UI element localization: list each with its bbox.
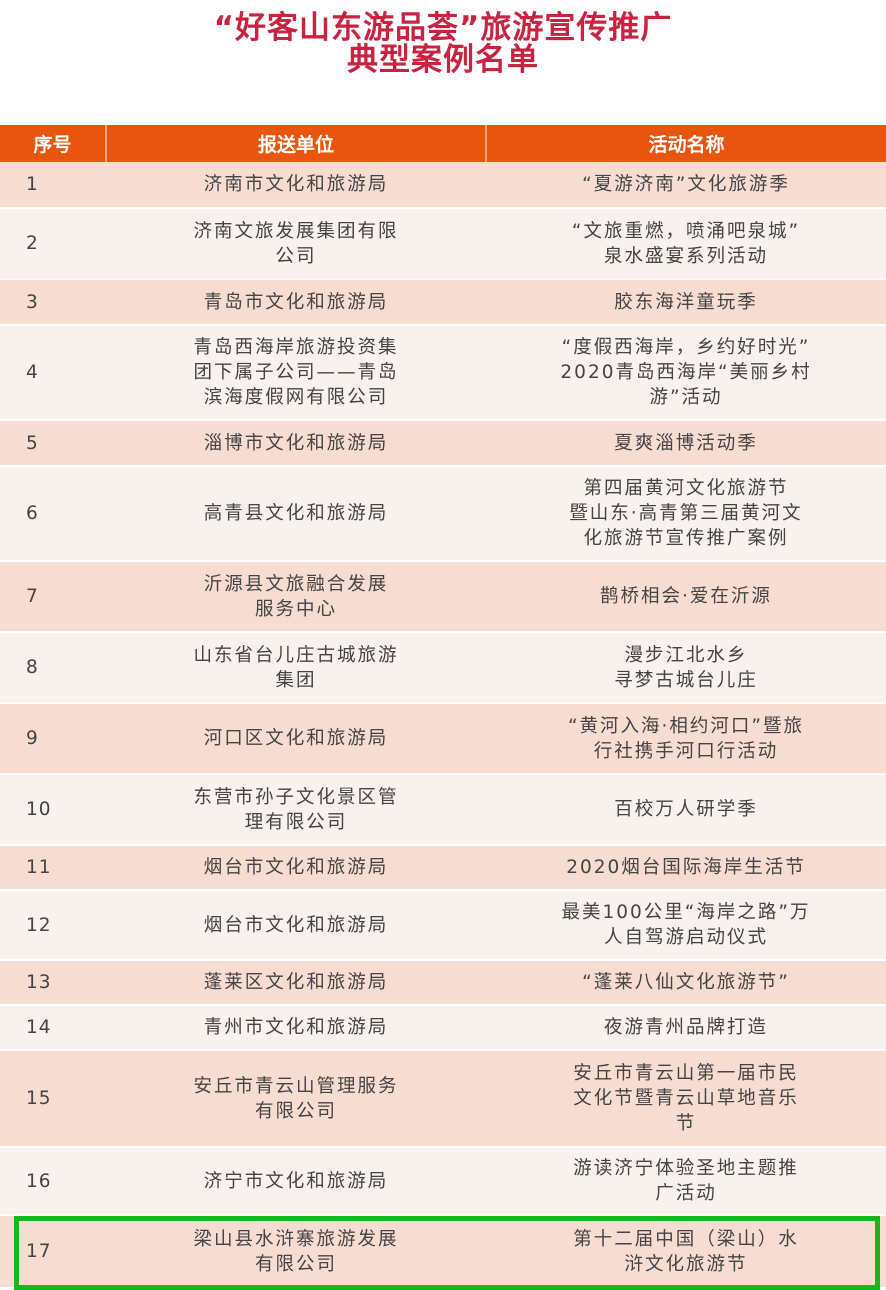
row-unit: 济南文旅发展集团有限 公司: [106, 208, 486, 280]
row-activity: “夏游济南”文化旅游季: [486, 162, 886, 209]
row-number: 2: [0, 208, 106, 280]
table-row: 16 济宁市文化和旅游局 游读济宁体验圣地主题推 广活动: [0, 1147, 886, 1216]
table-row: 3 青岛市文化和旅游局 胶东海洋童玩季: [0, 279, 886, 326]
row-unit: 济宁市文化和旅游局: [106, 1147, 486, 1216]
row-number: 9: [0, 703, 106, 775]
row-number: 4: [0, 325, 106, 421]
row-activity: 游读济宁体验圣地主题推 广活动: [486, 1147, 886, 1216]
row-number: 12: [0, 890, 106, 961]
table-row: 1 济南市文化和旅游局 “夏游济南”文化旅游季: [0, 162, 886, 209]
row-number: 10: [0, 774, 106, 846]
row-unit: 青州市文化和旅游局: [106, 1005, 486, 1051]
row-activity: 安丘市青云山第一届市民 文化节暨青云山草地音乐 节: [486, 1050, 886, 1148]
document-title-line2: 典型案例名单: [347, 42, 539, 78]
row-number: 6: [0, 466, 106, 562]
row-unit: 青岛市文化和旅游局: [106, 279, 486, 326]
row-unit: 沂源县文旅融合发展 服务中心: [106, 561, 486, 633]
header-activity: 活动名称: [486, 125, 886, 162]
row-number: 1: [0, 162, 106, 209]
table-row: 15 安丘市青云山管理服务 有限公司 安丘市青云山第一届市民 文化节暨青云山草地音乐…: [0, 1050, 886, 1148]
row-unit: 济南市文化和旅游局: [106, 162, 486, 209]
row-number: 5: [0, 420, 106, 467]
row-number: 11: [0, 845, 106, 891]
row-unit: 淄博市文化和旅游局: [106, 420, 486, 467]
row-number: 3: [0, 279, 106, 326]
row-number: 14: [0, 1005, 106, 1051]
table-row: 14 青州市文化和旅游局 夜游青州品牌打造: [0, 1005, 886, 1051]
row-number: 8: [0, 632, 106, 704]
row-activity: 漫步江北水乡 寻梦古城台儿庄: [486, 632, 886, 704]
row-activity: “度假西海岸，乡约好时光” 2020青岛西海岸“美丽乡村 游”活动: [486, 325, 886, 421]
table-row: 13 蓬莱区文化和旅游局 “蓬莱八仙文化旅游节”: [0, 960, 886, 1006]
row-activity: 鹊桥相会·爱在沂源: [486, 561, 886, 633]
row-unit: 安丘市青云山管理服务 有限公司: [106, 1050, 486, 1148]
table-row: 8 山东省台儿庄古城旅游 集团 漫步江北水乡 寻梦古城台儿庄: [0, 632, 886, 704]
document-title-line1: “好客山东游品荟”旅游宣传推广: [213, 10, 673, 46]
table-row: 12 烟台市文化和旅游局 最美100公里“海岸之路”万 人自驾游启动仪式: [0, 890, 886, 961]
table-row: 11 烟台市文化和旅游局 2020烟台国际海岸生活节: [0, 845, 886, 891]
row-activity: “文旅重燃，喷涌吧泉城” 泉水盛宴系列活动: [486, 208, 886, 280]
row-unit: 高青县文化和旅游局: [106, 466, 486, 562]
row-unit: 青岛西海岸旅游投资集 团下属子公司——青岛 滨海度假网有限公司: [106, 325, 486, 421]
row-activity: 胶东海洋童玩季: [486, 279, 886, 326]
table-row: 6 高青县文化和旅游局 第四届黄河文化旅游节 暨山东·高青第三届黄河文 化旅游节宣传…: [0, 466, 886, 562]
table-row: 7 沂源县文旅融合发展 服务中心 鹊桥相会·爱在沂源: [0, 561, 886, 633]
row-activity: 夜游青州品牌打造: [486, 1005, 886, 1051]
row-number: 15: [0, 1050, 106, 1148]
table-row: 4 青岛西海岸旅游投资集 团下属子公司——青岛 滨海度假网有限公司 “度假西海岸，乡…: [0, 325, 886, 421]
header-unit: 报送单位: [106, 125, 487, 162]
row-unit: 山东省台儿庄古城旅游 集团: [106, 632, 486, 704]
row-unit: 东营市孙子文化景区管 理有限公司: [106, 774, 486, 846]
table-row: 9 河口区文化和旅游局 “黄河入海·相约河口”暨旅 行社携手河口行活动: [0, 703, 886, 775]
row-number: 16: [0, 1147, 106, 1216]
row-activity: 第十二届中国（梁山）水 浒文化旅游节: [486, 1215, 886, 1289]
table-row: 17 梁山县水浒寨旅游发展 有限公司 第十二届中国（梁山）水 浒文化旅游节: [0, 1215, 886, 1289]
row-activity: 最美100公里“海岸之路”万 人自驾游启动仪式: [486, 890, 886, 961]
row-activity: 第四届黄河文化旅游节 暨山东·高青第三届黄河文 化旅游节宣传推广案例: [486, 466, 886, 562]
row-activity: 2020烟台国际海岸生活节: [486, 845, 886, 891]
row-unit: 河口区文化和旅游局: [106, 703, 486, 775]
row-number: 13: [0, 960, 106, 1006]
row-number: 17: [0, 1215, 106, 1289]
table-header-row: 序号 报送单位 活动名称: [0, 125, 886, 162]
table-row: 10 东营市孙子文化景区管 理有限公司 百校万人研学季: [0, 774, 886, 846]
row-activity: “黄河入海·相约河口”暨旅 行社携手河口行活动: [486, 703, 886, 775]
row-unit: 烟台市文化和旅游局: [106, 890, 486, 961]
row-number: 7: [0, 561, 106, 633]
row-unit: 蓬莱区文化和旅游局: [106, 960, 486, 1006]
case-list-table: 序号 报送单位 活动名称 1 济南市文化和旅游局 “夏游济南”文化旅游季 2 济南文旅发…: [0, 125, 886, 1289]
table-row: 5 淄博市文化和旅游局 夏爽淄博活动季: [0, 420, 886, 467]
row-activity: 百校万人研学季: [486, 774, 886, 846]
header-number: 序号: [0, 125, 107, 162]
row-activity: “蓬莱八仙文化旅游节”: [486, 960, 886, 1006]
row-unit: 烟台市文化和旅游局: [106, 845, 486, 891]
row-unit: 梁山县水浒寨旅游发展 有限公司: [106, 1215, 486, 1289]
row-activity: 夏爽淄博活动季: [486, 420, 886, 467]
table-row: 2 济南文旅发展集团有限 公司 “文旅重燃，喷涌吧泉城” 泉水盛宴系列活动: [0, 208, 886, 280]
